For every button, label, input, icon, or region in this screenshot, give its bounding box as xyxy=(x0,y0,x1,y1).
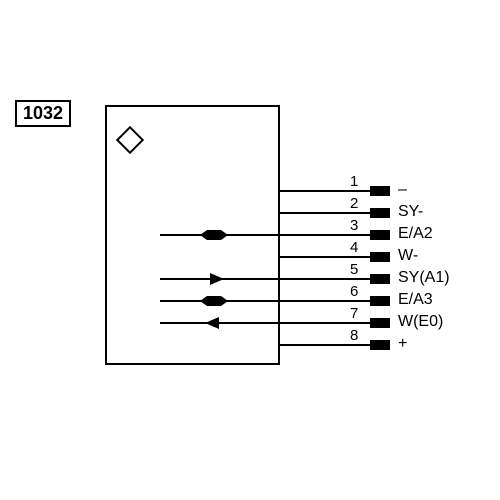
pin-line-3 xyxy=(160,234,370,236)
pin-terminal-6 xyxy=(370,296,390,306)
arrow-in-icon xyxy=(205,317,219,329)
pin-terminal-2 xyxy=(370,208,390,218)
pin-label-6: E/A3 xyxy=(398,291,433,309)
arrow-out-icon xyxy=(210,273,224,285)
pin-number-5: 5 xyxy=(350,261,358,278)
pin-label-4: W- xyxy=(398,247,418,265)
pin-label-8: + xyxy=(398,335,407,353)
pin-number-4: 4 xyxy=(350,239,358,256)
pin-terminal-8 xyxy=(370,340,390,350)
pin-terminal-1 xyxy=(370,186,390,196)
pin-line-8 xyxy=(280,344,370,346)
pin-line-6 xyxy=(160,300,370,302)
pin-line-2 xyxy=(280,212,370,214)
pin-label-1: – xyxy=(398,181,407,199)
pin-number-1: 1 xyxy=(350,173,358,190)
pin-number-7: 7 xyxy=(350,305,358,322)
pin-label-7: W(E0) xyxy=(398,313,443,331)
pin-label-5: SY(A1) xyxy=(398,269,450,287)
pin-label-3: E/A2 xyxy=(398,225,433,243)
pin-terminal-5 xyxy=(370,274,390,284)
part-number-badge: 1032 xyxy=(15,100,71,127)
pin-line-7 xyxy=(160,322,370,324)
pin-terminal-7 xyxy=(370,318,390,328)
pin-line-1 xyxy=(280,190,370,192)
pin-label-2: SY- xyxy=(398,203,423,221)
pin-number-3: 3 xyxy=(350,217,358,234)
pin-line-4 xyxy=(280,256,370,258)
pin-terminal-3 xyxy=(370,230,390,240)
pin-number-8: 8 xyxy=(350,327,358,344)
pin-number-6: 6 xyxy=(350,283,358,300)
pin-number-2: 2 xyxy=(350,195,358,212)
pin-line-5 xyxy=(160,278,370,280)
pin-terminal-4 xyxy=(370,252,390,262)
